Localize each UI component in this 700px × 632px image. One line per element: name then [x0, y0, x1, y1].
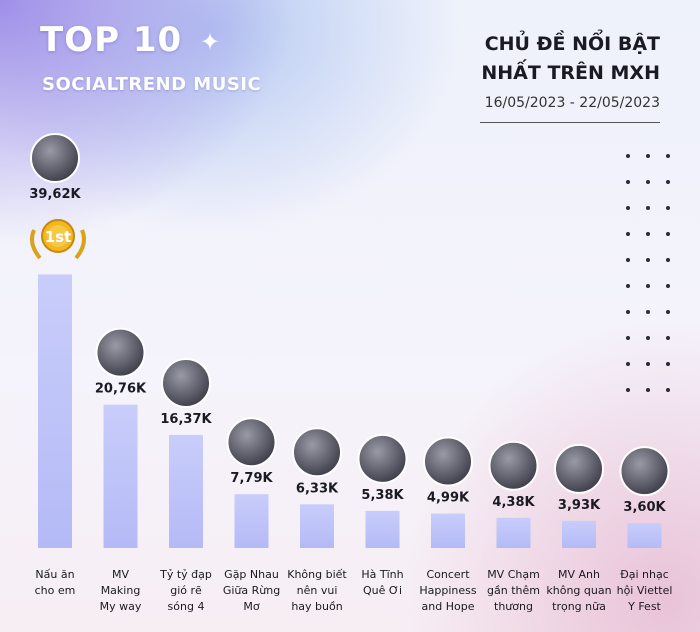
bar	[431, 513, 465, 548]
decoration-dot	[626, 206, 630, 210]
bar	[562, 520, 596, 548]
decoration-dot	[666, 154, 670, 158]
dot-grid-decoration	[626, 154, 670, 392]
thumbnail-avatar	[423, 436, 473, 487]
bar-value-label: 39,62K	[29, 187, 81, 202]
bar	[300, 504, 334, 548]
category-label: Concert Happiness and Hope	[419, 568, 477, 613]
bar-value-label: 3,93K	[558, 498, 601, 513]
bar	[103, 404, 138, 548]
bar	[365, 510, 400, 548]
thumbnail-avatar	[554, 443, 604, 494]
category-label: MV Making My way	[100, 568, 142, 613]
decoration-dot	[666, 310, 670, 314]
date-range: 16/05/2023 - 22/05/2023	[484, 95, 660, 111]
category-label: MV Chạm gần thêm thương	[487, 568, 540, 613]
decoration-dot	[646, 180, 650, 184]
decoration-dot	[626, 336, 630, 340]
decoration-dot	[626, 388, 630, 392]
brand-title: TOP 10	[40, 20, 183, 60]
bar-value-label: 6,33K	[296, 481, 339, 496]
thumbnail-avatar	[619, 446, 670, 497]
category-label: Không biết nên vui hay buồn	[287, 568, 347, 613]
bar	[496, 517, 531, 548]
decoration-dot	[666, 284, 670, 288]
gold-medal-icon: 1st	[30, 219, 86, 260]
bar	[169, 434, 203, 548]
bar-value-label: 5,38K	[361, 488, 404, 503]
decoration-dot	[626, 258, 630, 262]
thumbnail-avatar	[357, 433, 408, 484]
decoration-dot	[626, 310, 630, 314]
decoration-dot	[666, 388, 670, 392]
decoration-dot	[626, 284, 630, 288]
bar-value-label: 4,99K	[427, 491, 470, 506]
decoration-dot	[646, 232, 650, 236]
decoration-dot	[646, 336, 650, 340]
decoration-dot	[646, 310, 650, 314]
divider	[480, 122, 660, 123]
category-label: Tỷ tỷ đạp gió rẽ sóng 4	[159, 568, 212, 613]
decoration-dot	[626, 362, 630, 366]
decoration-dot	[646, 206, 650, 210]
heading-line-2: NHẤT TRÊN MXH	[481, 62, 660, 84]
brand-subtitle: SOCIALTREND MUSIC	[42, 74, 262, 95]
decoration-dot	[666, 362, 670, 366]
decoration-dot	[646, 388, 650, 392]
bar-value-label: 4,38K	[492, 495, 535, 510]
decoration-dot	[626, 154, 630, 158]
decoration-dot	[646, 362, 650, 366]
category-label: Hà Tĩnh Quê Ơi	[361, 568, 403, 597]
category-label: Đại nhạc hội Viettel Y Fest	[617, 568, 673, 613]
sparkle-icon: ✦	[200, 28, 221, 56]
bar	[38, 274, 72, 548]
bar-value-label: 16,37K	[160, 412, 212, 427]
thumbnail-avatar	[226, 417, 277, 468]
thumbnail-avatar	[95, 327, 146, 378]
thumbnail-avatar	[30, 133, 80, 183]
thumbnail-avatar	[488, 440, 539, 491]
bar	[234, 494, 269, 548]
category-label: Gặp Nhau Giữa Rừng Mơ	[223, 568, 280, 613]
medal-rank-label: 1st	[45, 228, 72, 246]
chart-heading: CHỦ ĐỀ NỔI BẬT NHẤT TRÊN MXH	[400, 30, 660, 88]
heading-line-1: CHỦ ĐỀ NỔI BẬT	[484, 33, 660, 55]
category-label: MV Anh không quan trọng nữa	[546, 568, 611, 613]
decoration-dot	[626, 232, 630, 236]
bar-value-label: 7,79K	[230, 471, 273, 486]
bar	[627, 523, 662, 548]
category-label: Nấu ăn cho em	[35, 568, 76, 597]
bar-value-label: 3,60K	[623, 500, 666, 515]
thumbnail-avatar	[161, 357, 211, 408]
decoration-dot	[666, 258, 670, 262]
decoration-dot	[666, 206, 670, 210]
decoration-dot	[626, 180, 630, 184]
decoration-dot	[646, 258, 650, 262]
decoration-dot	[666, 180, 670, 184]
decoration-dot	[646, 154, 650, 158]
decoration-dot	[666, 232, 670, 236]
decoration-dot	[646, 284, 650, 288]
thumbnail-avatar	[292, 427, 342, 478]
bar-value-label: 20,76K	[95, 382, 147, 397]
decoration-dot	[666, 336, 670, 340]
